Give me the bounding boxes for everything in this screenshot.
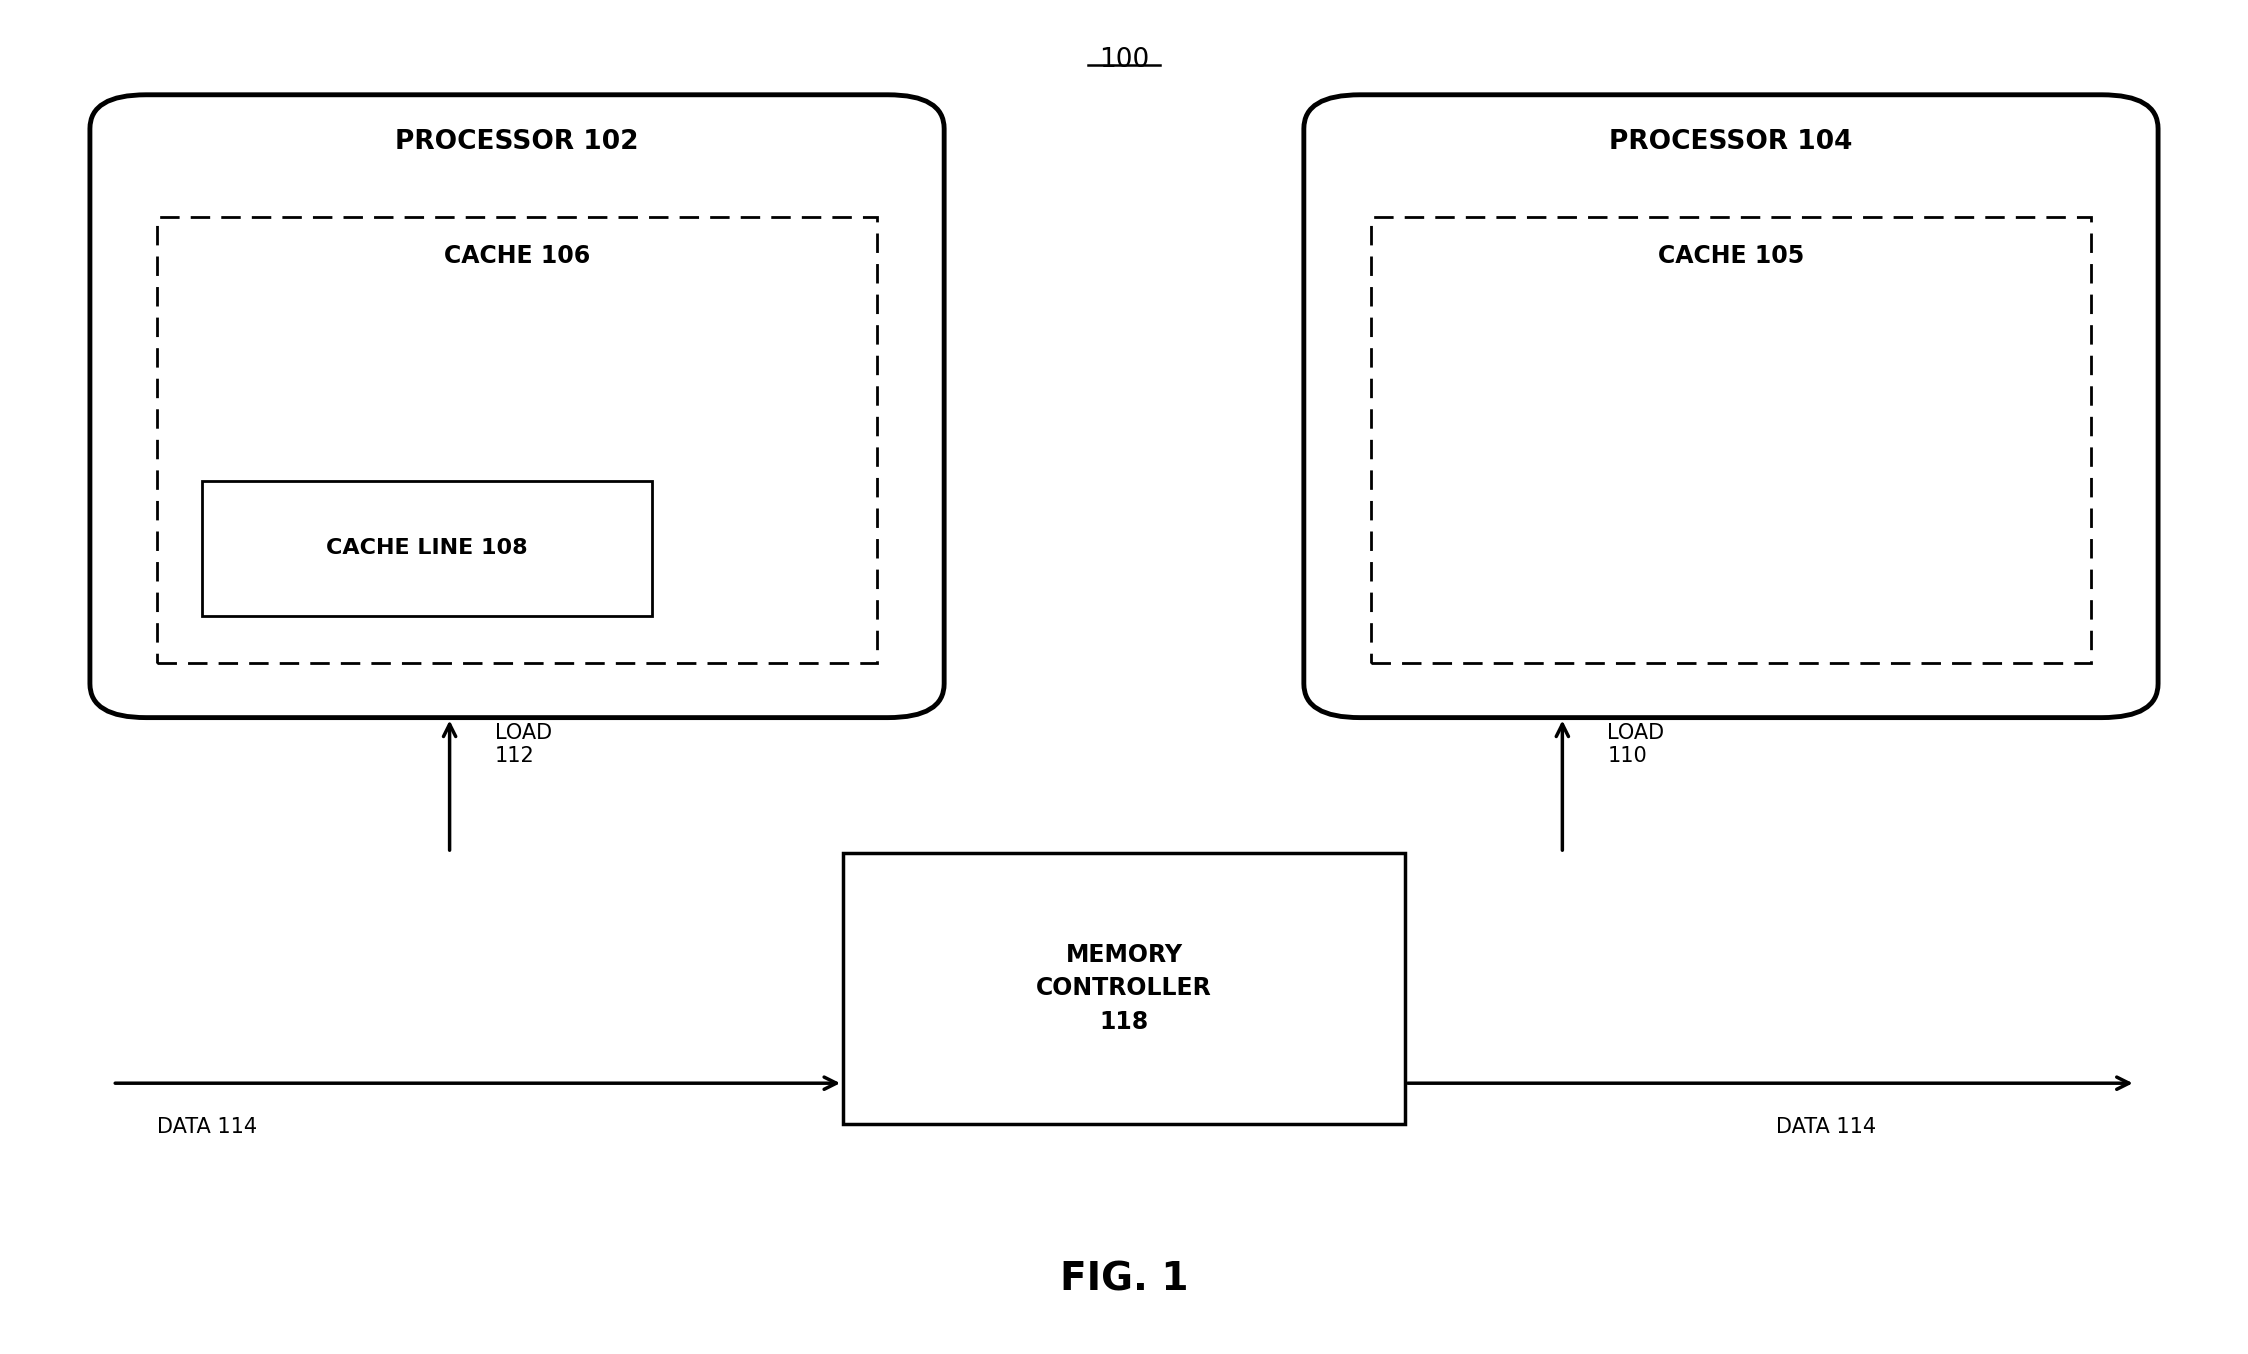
- Text: PROCESSOR 104: PROCESSOR 104: [1610, 129, 1852, 154]
- FancyBboxPatch shape: [1371, 217, 2091, 663]
- Text: MEMORY
CONTROLLER
118: MEMORY CONTROLLER 118: [1036, 942, 1212, 1034]
- Text: DATA 114: DATA 114: [1776, 1117, 1877, 1137]
- Text: LOAD
110: LOAD 110: [1607, 723, 1664, 766]
- Text: CACHE LINE 108: CACHE LINE 108: [326, 539, 528, 558]
- Text: FIG. 1: FIG. 1: [1059, 1261, 1189, 1298]
- FancyBboxPatch shape: [1304, 95, 2158, 718]
- Text: CACHE 106: CACHE 106: [443, 244, 591, 268]
- Text: PROCESSOR 102: PROCESSOR 102: [396, 129, 638, 154]
- Text: LOAD
112: LOAD 112: [495, 723, 551, 766]
- FancyBboxPatch shape: [202, 481, 652, 616]
- FancyBboxPatch shape: [843, 853, 1405, 1124]
- Text: 100: 100: [1099, 47, 1149, 73]
- FancyBboxPatch shape: [157, 217, 877, 663]
- FancyBboxPatch shape: [90, 95, 944, 718]
- Text: CACHE 105: CACHE 105: [1657, 244, 1805, 268]
- Text: DATA 114: DATA 114: [157, 1117, 259, 1137]
